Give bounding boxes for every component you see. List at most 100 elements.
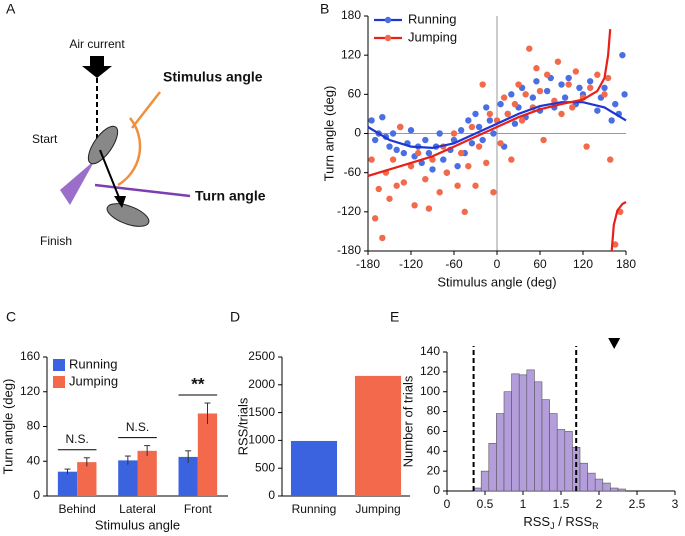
x-tick-label: Behind [58, 502, 95, 516]
x-tick-label: 60 [533, 257, 547, 271]
fit-line [367, 29, 627, 252]
point [569, 104, 576, 111]
y-tick-label: -60 [344, 165, 362, 179]
bar [518, 374, 528, 492]
y-tick-label: 40 [27, 453, 41, 467]
y-tick-label: 100 [420, 384, 440, 398]
point [400, 179, 408, 186]
point [586, 84, 594, 92]
label: Turn angle [195, 188, 266, 204]
point [389, 156, 397, 163]
label: Finish [40, 234, 72, 248]
point [379, 234, 386, 242]
bar [496, 413, 505, 492]
bar [556, 429, 566, 492]
y-tick-label: 120 [20, 384, 40, 398]
marker [608, 338, 621, 349]
point [601, 84, 608, 92]
point [368, 117, 375, 124]
point [465, 162, 472, 170]
point [422, 175, 429, 183]
point [386, 143, 393, 150]
arc [117, 117, 142, 187]
y-axis-label: Number of trials [400, 375, 415, 467]
bar [617, 488, 626, 492]
y-tick-label: 40 [427, 443, 441, 457]
point [414, 149, 422, 157]
point [518, 117, 526, 124]
bar [354, 375, 402, 496]
point [529, 94, 537, 101]
x-axis-label-part: J [550, 521, 555, 531]
y-tick-label: 2000 [248, 377, 275, 391]
label: Stimulus angle [163, 69, 263, 85]
y-axis-label: Turn angle (deg) [321, 86, 336, 182]
point [450, 130, 458, 137]
y-tick-label: 60 [427, 424, 441, 438]
point [468, 140, 476, 147]
point [533, 65, 540, 72]
y-tick-label: 160 [20, 349, 40, 363]
bar [503, 391, 512, 492]
x-tick-label: 0 [494, 257, 501, 271]
y-tick-label: 1000 [248, 433, 275, 447]
point [440, 156, 447, 163]
point [479, 136, 486, 144]
bar [57, 471, 78, 496]
bar [594, 478, 604, 492]
point [465, 117, 472, 124]
point [621, 91, 628, 98]
point [379, 113, 386, 121]
point [522, 91, 529, 98]
point [393, 182, 400, 189]
point [515, 81, 522, 88]
point [572, 68, 580, 75]
arrow [82, 66, 112, 78]
y-tick-label: 120 [420, 364, 440, 378]
bar [549, 413, 558, 492]
arrow [94, 183, 191, 198]
legend-label: Running [408, 11, 456, 26]
y-tick-label: 180 [341, 8, 361, 22]
legend-label: Jumping [408, 29, 457, 44]
y-tick-label: 0 [33, 488, 40, 502]
point [490, 189, 497, 196]
x-axis-label: RSSJ / RSSR [523, 514, 599, 531]
diagram: Air current Stimulus angle Turn angle St… [32, 37, 266, 248]
point [389, 130, 397, 137]
point [371, 136, 379, 144]
y-tick-label: 500 [255, 460, 275, 474]
point [418, 159, 425, 167]
bar [579, 462, 588, 492]
point [504, 110, 511, 118]
bar [473, 487, 482, 492]
point [594, 71, 601, 78]
point [422, 136, 429, 144]
point [486, 110, 494, 118]
x-tick-label: 1 [520, 497, 527, 511]
bar [488, 443, 497, 492]
legend-label: Jumping [69, 373, 118, 388]
point [583, 143, 590, 150]
annotation: ** [191, 375, 205, 394]
bar [526, 369, 535, 492]
arrow [131, 91, 161, 129]
y-tick-label: 1500 [248, 405, 275, 419]
x-tick-label: Jumping [355, 502, 400, 516]
point [457, 127, 465, 134]
point [490, 130, 497, 137]
point [457, 149, 465, 157]
point [443, 169, 451, 176]
point [508, 91, 515, 98]
legend-label: Running [69, 356, 117, 371]
y-tick-label: 20 [427, 463, 441, 477]
x-tick-label: Lateral [119, 502, 156, 516]
point [586, 78, 594, 85]
bar [602, 482, 611, 492]
point [554, 58, 562, 65]
arrow [99, 149, 121, 201]
point [393, 146, 400, 154]
point [429, 166, 436, 173]
